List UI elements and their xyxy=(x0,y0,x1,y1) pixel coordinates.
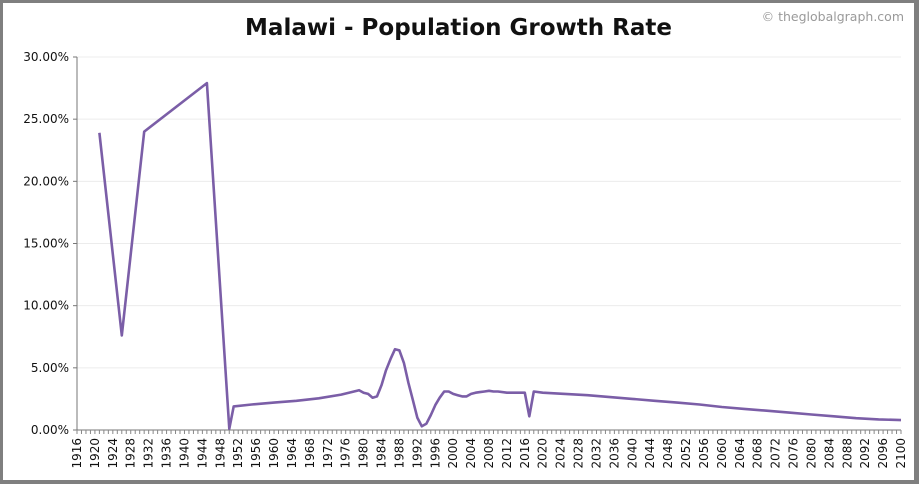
x-tick-label: 1964 xyxy=(285,438,299,469)
x-tick-label: 2028 xyxy=(572,438,586,469)
x-tick-label: 2084 xyxy=(822,438,836,469)
x-tick-label: 1960 xyxy=(267,438,281,469)
x-tick-label: 2072 xyxy=(769,438,783,469)
x-tick-label: 2020 xyxy=(536,438,550,469)
x-tick-label: 2100 xyxy=(894,438,908,469)
x-tick-label: 1928 xyxy=(124,438,138,469)
y-tick-label: 0.00% xyxy=(31,423,69,437)
x-tick-label: 2016 xyxy=(518,438,532,469)
y-tick-label: 15.00% xyxy=(23,237,69,251)
x-tick-label: 2004 xyxy=(464,438,478,469)
x-tick-label: 1992 xyxy=(410,438,424,469)
x-tick-label: 1956 xyxy=(249,438,263,469)
x-tick-label: 1944 xyxy=(195,438,209,469)
x-tick-label: 2032 xyxy=(589,438,603,469)
chart-title: Malawi - Population Growth Rate xyxy=(245,15,672,41)
x-tick-label: 1988 xyxy=(392,438,406,469)
x-tick-label: 2096 xyxy=(876,438,890,469)
x-tick-label: 1936 xyxy=(160,438,174,469)
x-tick-label: 2036 xyxy=(607,438,621,469)
x-tick-label: 1972 xyxy=(321,438,335,469)
x-tick-label: 2008 xyxy=(482,438,496,469)
x-tick-label: 2080 xyxy=(804,438,818,469)
x-tick-label: 2000 xyxy=(446,438,460,469)
x-tick-label: 1980 xyxy=(357,438,371,469)
x-tick-label: 2076 xyxy=(787,438,801,469)
x-tick-label: 1924 xyxy=(106,438,120,469)
x-tick-label: 1976 xyxy=(339,438,353,469)
x-tick-label: 2044 xyxy=(643,438,657,469)
x-tick-label: 1996 xyxy=(428,438,442,469)
x-tick-label: 2024 xyxy=(554,438,568,469)
x-tick-label: 1952 xyxy=(231,438,245,469)
x-tick-label: 2064 xyxy=(733,438,747,469)
line-chart: 0.00% 5.00% 10.00% 15.00% 20.00% 25.00% 30.00%… xyxy=(23,50,908,469)
y-tick-label: 10.00% xyxy=(23,299,69,313)
x-tick-label: 2068 xyxy=(751,438,765,469)
x-tick-label: 2060 xyxy=(715,438,729,469)
x-tick-label: 2056 xyxy=(697,438,711,469)
x-tick-label: 2088 xyxy=(840,438,854,469)
x-tick-label: 1940 xyxy=(177,438,191,469)
y-tick-label: 25.00% xyxy=(23,112,69,126)
series-line xyxy=(98,81,902,431)
y-tick-label: 5.00% xyxy=(31,361,69,375)
x-tick-label: 2012 xyxy=(500,438,514,469)
x-tick-label: 1968 xyxy=(303,438,317,469)
x-tick-label: 1916 xyxy=(70,438,84,469)
credit-text: © theglobalgraph.com xyxy=(761,9,904,24)
x-tick-label: 1932 xyxy=(142,438,156,469)
x-tick-label: 2048 xyxy=(661,438,675,469)
y-tick-label: 30.00% xyxy=(23,50,69,64)
y-tick-label: 20.00% xyxy=(23,174,69,188)
x-tick-label: 1920 xyxy=(88,438,102,469)
x-tick-label: 1984 xyxy=(375,438,389,469)
x-tick-label: 2092 xyxy=(858,438,872,469)
x-tick-label: 2052 xyxy=(679,438,693,469)
x-tick-label: 1948 xyxy=(213,438,227,469)
x-tick-label: 2040 xyxy=(625,438,639,469)
